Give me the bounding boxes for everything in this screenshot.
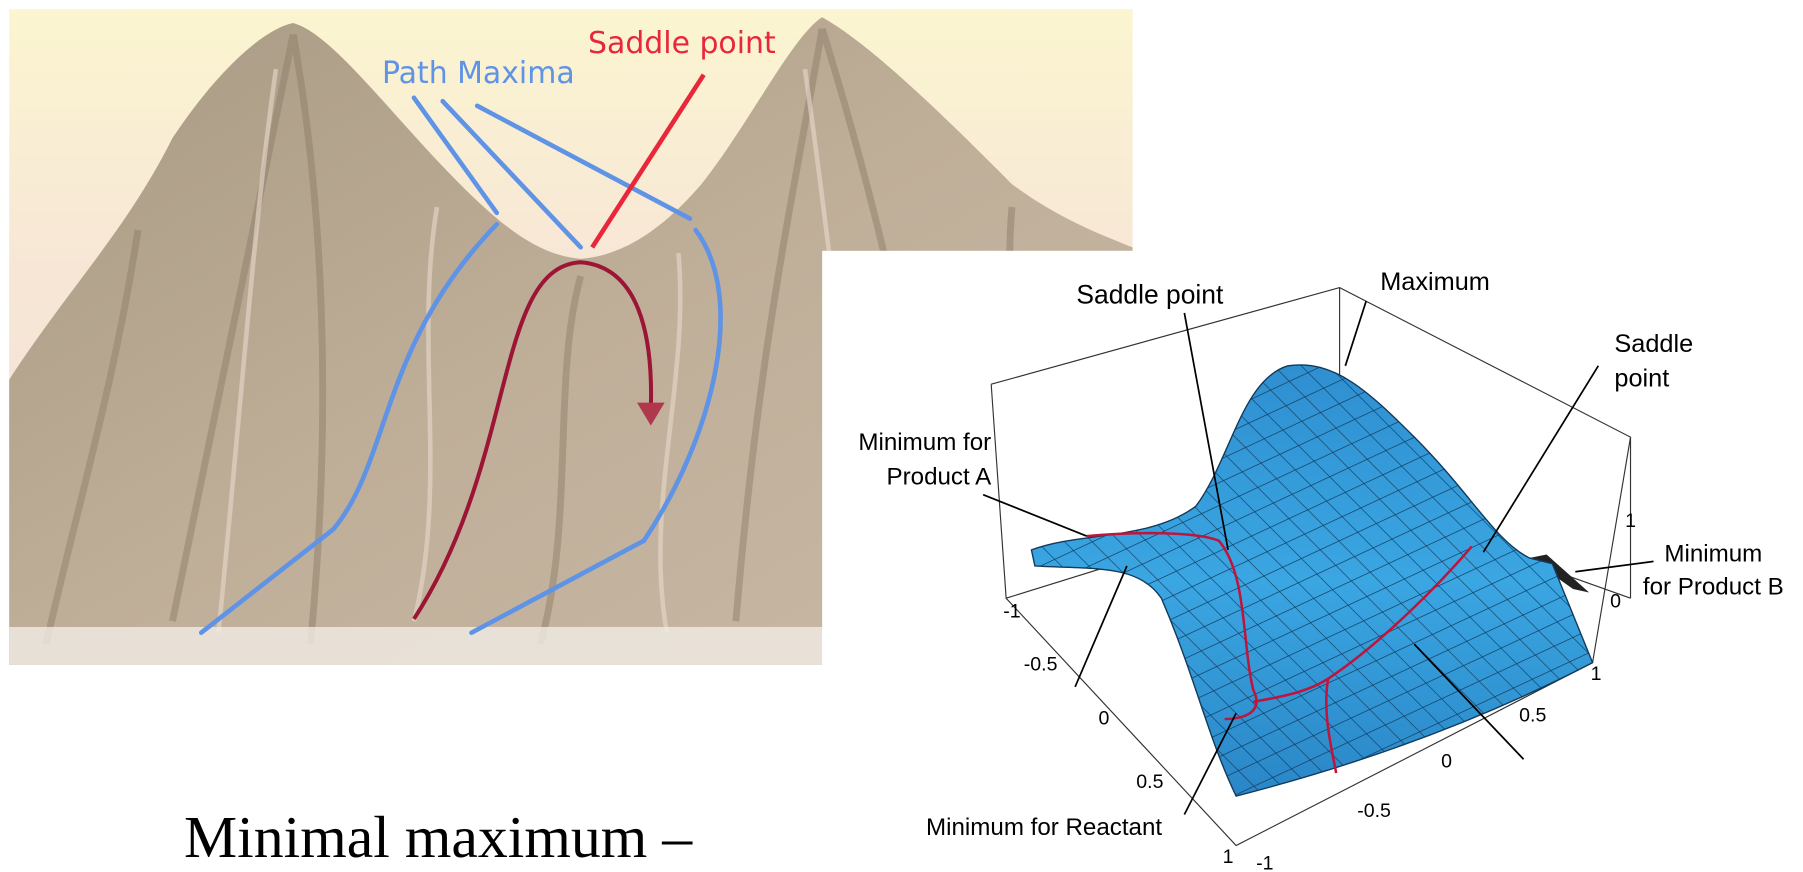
slide: Path Maxima Saddle point xyxy=(0,0,1803,872)
axis-tick-label: 0.5 xyxy=(1136,771,1163,793)
saddle-point-right-label: point xyxy=(1614,365,1669,393)
minimum-product-b-label: for Product B xyxy=(1643,574,1784,601)
minimum-product-b-label: Minimum xyxy=(1664,540,1762,567)
minimum-product-a-label: Product A xyxy=(887,463,993,490)
axis-tick-label: 0 xyxy=(1610,590,1621,612)
axis-tick-label: 0.5 xyxy=(1519,704,1546,726)
axis-tick-label: -0.5 xyxy=(1024,654,1058,676)
saddle-point-left-label: Saddle point xyxy=(1076,280,1224,310)
axis-tick-label: -0.5 xyxy=(1357,800,1391,822)
caption: Minimal maximum – xyxy=(184,804,693,870)
saddle-point-label: Saddle point xyxy=(588,26,776,61)
minimum-reactant-label: Minimum for Reactant xyxy=(926,814,1162,841)
axis-tick-label: 1 xyxy=(1223,846,1234,868)
surface-plot: Saddle point Maximum Saddle point Minimu… xyxy=(822,251,1803,872)
axis-tick-label: 1 xyxy=(1625,510,1636,532)
axis-tick-label: -1 xyxy=(1003,601,1020,623)
axis-tick-label: -1 xyxy=(1256,853,1273,872)
axis-tick-label: 0 xyxy=(1098,708,1109,730)
maximum-label: Maximum xyxy=(1380,268,1490,296)
axis-tick-label: 0 xyxy=(1441,750,1452,772)
path-maxima-label: Path Maxima xyxy=(382,56,575,91)
axis-tick-label: 1 xyxy=(1591,663,1602,685)
saddle-point-right-label: Saddle xyxy=(1614,330,1693,358)
minimum-product-a-label: Minimum for xyxy=(858,429,991,456)
